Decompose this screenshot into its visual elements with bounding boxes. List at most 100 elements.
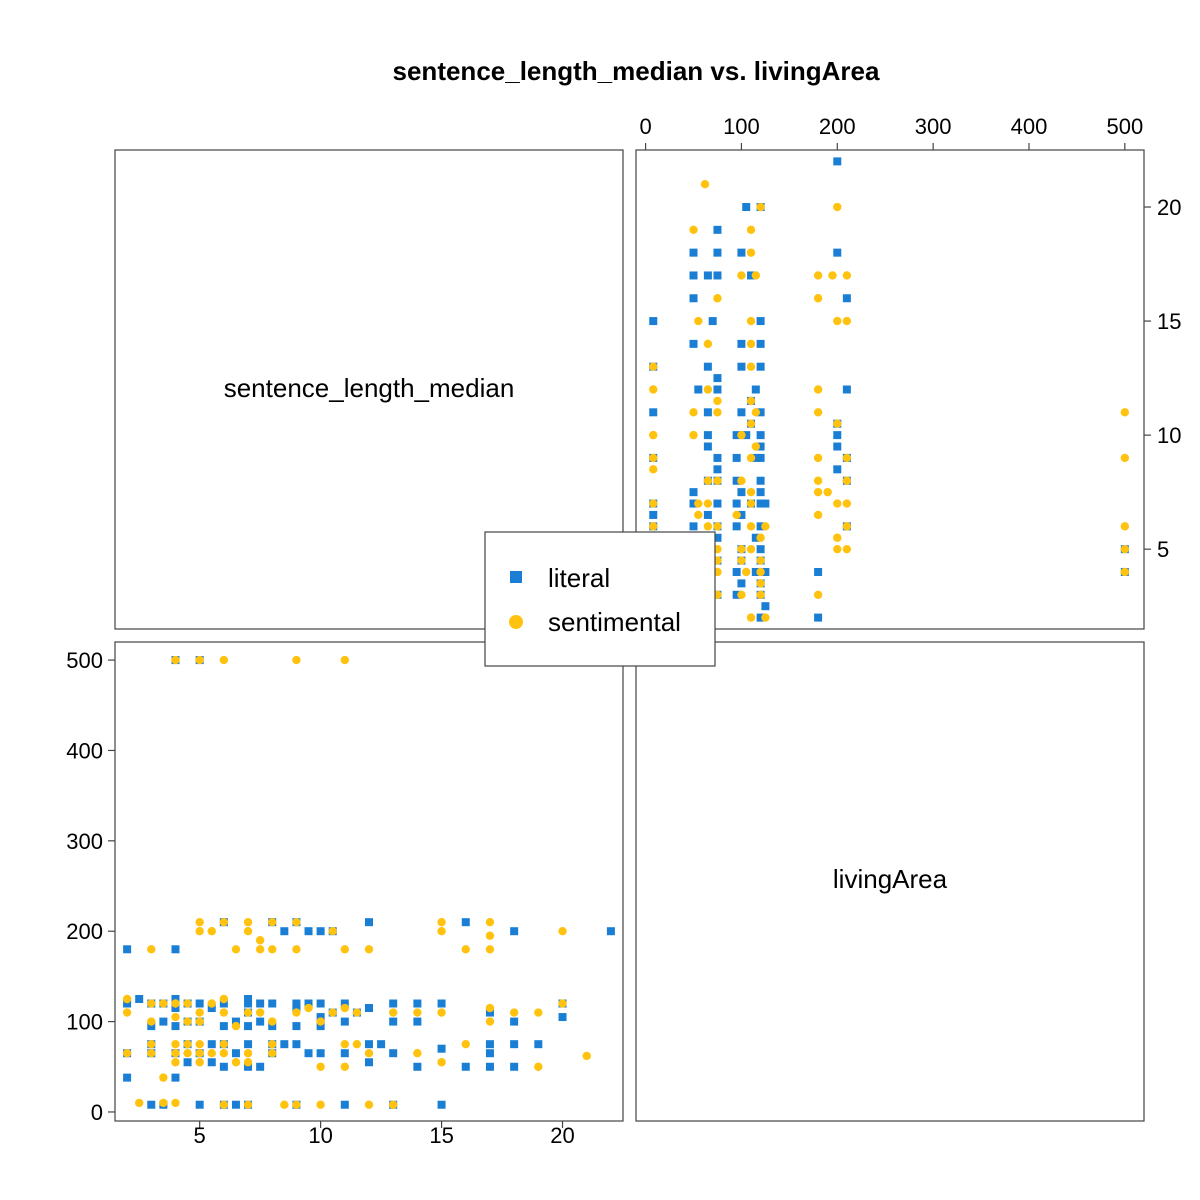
point-literal-top-right [713,385,722,394]
point-sentimental-top-right [813,453,823,463]
point-literal-bottom-left [244,999,253,1008]
point-literal-top-right [689,488,698,497]
point-literal-bottom-left [316,927,325,936]
point-literal-bottom-left [316,1013,325,1022]
point-sentimental-top-right [842,453,852,463]
point-sentimental-bottom-left [195,1017,204,1026]
point-sentimental-bottom-left [316,1062,325,1071]
point-sentimental-top-right [842,271,852,280]
point-sentimental-top-right [649,362,658,371]
point-sentimental-top-right [833,202,842,212]
chart-title: sentence_length_median vs. livingArea [393,56,880,86]
point-sentimental-bottom-left [485,945,495,954]
point-sentimental-bottom-left [171,1058,180,1067]
point-sentimental-bottom-left [159,999,168,1008]
point-literal-bottom-left [510,1040,519,1049]
point-literal-top-right [732,522,741,531]
point-literal-top-right [833,442,842,451]
point-sentimental-bottom-left [231,1021,241,1031]
point-literal-bottom-left [413,1017,422,1026]
point-sentimental-bottom-left [231,945,241,954]
point-literal-bottom-left [268,999,277,1008]
point-literal-bottom-left [437,1100,446,1109]
point-literal-bottom-left [340,1049,349,1058]
point-literal-top-right [761,567,770,576]
point-sentimental-bottom-left [534,1062,543,1071]
point-sentimental-top-right [746,487,756,497]
point-sentimental-bottom-left [437,1008,446,1017]
point-sentimental-top-right [756,533,765,542]
point-sentimental-bottom-left [195,1058,204,1067]
point-sentimental-top-right [823,487,832,497]
point-sentimental-bottom-left [171,1098,180,1108]
point-literal-top-right [756,476,765,485]
point-sentimental-bottom-left [243,1008,253,1017]
point-literal-bottom-left [231,1017,240,1026]
point-literal-bottom-left [292,1022,301,1031]
point-sentimental-bottom-left [388,1008,398,1017]
point-literal-top-right [751,533,760,542]
point-literal-bottom-left [292,1004,301,1013]
point-literal-top-right [756,522,765,531]
point-literal-top-right [713,225,722,234]
point-literal-bottom-left [159,1017,168,1026]
panel-bottom-right [635,641,1145,1122]
point-literal-bottom-left [171,1022,180,1031]
point-literal-top-right [756,317,765,326]
point-sentimental-bottom-left [147,1017,156,1026]
point-sentimental-top-right [842,499,852,508]
point-sentimental-top-right [761,522,770,531]
point-sentimental-bottom-left [207,1049,216,1058]
point-sentimental-bottom-left [159,1098,168,1108]
point-literal-bottom-left [207,1058,216,1067]
point-literal-bottom-left [304,999,313,1008]
point-sentimental-top-right [813,271,823,280]
point-literal-bottom-left [485,1040,494,1049]
point-sentimental-top-right [1120,453,1130,463]
point-literal-top-right [703,431,712,440]
point-sentimental-bottom-left [268,1017,277,1026]
point-sentimental-bottom-left [485,931,495,940]
point-literal-bottom-left [123,945,132,954]
point-literal-bottom-left [123,1073,132,1082]
point-sentimental-bottom-left [243,1058,253,1067]
point-literal-top-right [751,385,760,394]
point-literal-top-right [842,294,851,303]
point-sentimental-bottom-left [122,1049,132,1058]
point-literal-top-right [737,362,746,371]
point-literal-top-right [756,362,765,371]
point-literal-bottom-left [256,1017,265,1026]
point-literal-bottom-left [195,1100,204,1109]
point-sentimental-top-right [842,316,852,326]
point-sentimental-bottom-left [147,999,156,1008]
point-literal-top-right [814,613,823,622]
point-literal-bottom-left [510,1062,519,1071]
point-literal-bottom-left [437,1044,446,1053]
point-sentimental-top-right [756,567,765,577]
point-literal-bottom-left [231,1100,240,1109]
point-literal-bottom-left [244,1062,253,1071]
point-literal-top-right [737,408,746,417]
point-literal-top-right [814,567,823,576]
point-literal-top-right [732,590,741,599]
point-sentimental-bottom-left [219,994,229,1004]
point-literal-top-right [761,602,770,611]
point-sentimental-top-right [833,419,842,428]
point-literal-bottom-left [365,918,373,927]
point-literal-top-right [703,510,712,519]
point-literal-top-right [732,431,741,440]
top-tick-label-living-area: 100 [723,114,760,139]
point-sentimental-bottom-left [388,1100,398,1109]
point-literal-bottom-left [147,1022,156,1031]
point-literal-top-right [833,248,842,257]
point-literal-top-right [713,374,722,383]
point-sentimental-bottom-left [292,655,301,665]
point-literal-top-right [713,533,722,542]
point-literal-top-right [737,248,746,257]
point-sentimental-bottom-left [558,927,567,936]
point-sentimental-top-right [746,544,756,554]
point-literal-top-right [756,488,765,497]
point-sentimental-bottom-left [340,1062,350,1071]
point-sentimental-top-right [694,316,703,326]
point-sentimental-bottom-left [183,999,192,1008]
